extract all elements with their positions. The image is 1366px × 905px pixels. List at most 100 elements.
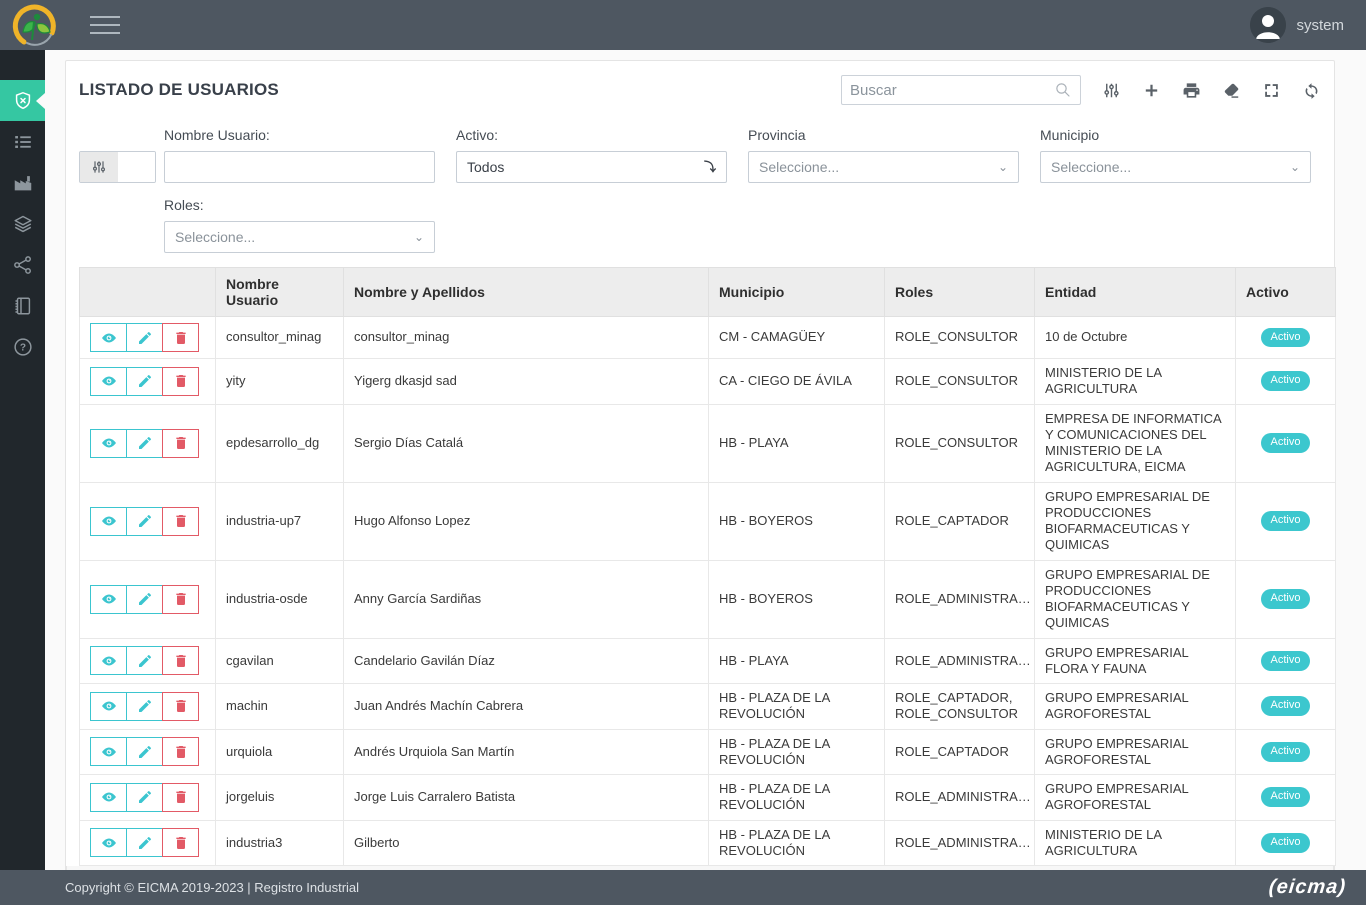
top-navbar: system xyxy=(0,0,1366,50)
delete-button[interactable] xyxy=(162,782,199,812)
delete-button[interactable] xyxy=(162,646,199,676)
header-nombre-usuario: Nombre Usuario xyxy=(215,267,344,317)
view-button[interactable] xyxy=(90,828,127,858)
table-row: epdesarrollo_dg Sergio Días Catalá HB - … xyxy=(79,403,1336,483)
menu-toggle-icon[interactable] xyxy=(90,16,120,34)
trash-icon xyxy=(175,654,186,667)
cell-roles: ROLE_CAPTADOR, ROLE_CONSULTOR xyxy=(884,683,1035,730)
view-button[interactable] xyxy=(90,506,127,536)
edit-button[interactable] xyxy=(126,828,163,858)
view-button[interactable] xyxy=(90,584,127,614)
view-button[interactable] xyxy=(90,366,127,396)
edit-button[interactable] xyxy=(126,366,163,396)
cell-roles: ROLE_ADMINISTRA… xyxy=(884,774,1035,821)
edit-button[interactable] xyxy=(126,506,163,536)
refresh-icon[interactable] xyxy=(1302,81,1321,100)
eye-icon xyxy=(101,701,116,711)
cell-nombre-apellidos: Andrés Urquiola San Martín xyxy=(343,728,709,775)
cell-nombre-apellidos: Candelario Gavilán Díaz xyxy=(343,637,709,684)
edit-button[interactable] xyxy=(126,428,163,458)
cell-activo: Activo xyxy=(1235,774,1336,821)
nombre-usuario-input[interactable] xyxy=(164,151,435,183)
header-actions xyxy=(79,267,216,317)
header-entidad: Entidad xyxy=(1034,267,1236,317)
sidebar-item-help[interactable]: ? xyxy=(0,326,45,367)
filter-panel-toggle[interactable] xyxy=(79,151,156,183)
cell-entidad: GRUPO EMPRESARIAL FLORA Y FAUNA xyxy=(1034,637,1236,684)
header-municipio: Municipio xyxy=(708,267,885,317)
sidebar-item-industry[interactable] xyxy=(0,162,45,203)
delete-button[interactable] xyxy=(162,691,199,721)
delete-button[interactable] xyxy=(162,366,199,396)
activo-select[interactable]: Todos ⤵ xyxy=(456,151,727,183)
share-icon xyxy=(13,255,31,274)
cell-municipio: CA - CIEGO DE ÁVILA xyxy=(708,358,885,405)
shield-x-icon xyxy=(15,91,30,109)
user-avatar[interactable] xyxy=(1250,7,1287,43)
fullscreen-icon[interactable] xyxy=(1262,81,1281,100)
view-button[interactable] xyxy=(90,737,127,767)
delete-button[interactable] xyxy=(162,428,199,458)
cell-municipio: HB - BOYEROS xyxy=(708,481,885,561)
trash-icon xyxy=(175,515,186,527)
view-button[interactable] xyxy=(90,428,127,458)
delete-button[interactable] xyxy=(162,323,199,352)
cell-nombre-apellidos: Juan Andrés Machín Cabrera xyxy=(343,683,709,730)
eye-icon xyxy=(101,656,116,666)
cell-roles: ROLE_CAPTADOR xyxy=(884,728,1035,775)
cell-roles: ROLE_ADMINISTRA… xyxy=(884,637,1035,684)
roles-select[interactable]: Seleccione... ⌄ xyxy=(164,221,435,253)
delete-button[interactable] xyxy=(162,737,199,767)
sidebar-item-users[interactable] xyxy=(0,80,45,121)
active-notch xyxy=(36,92,45,109)
cell-activo: Activo xyxy=(1235,559,1336,639)
cell-activo: Activo xyxy=(1235,728,1336,775)
delete-button[interactable] xyxy=(162,584,199,614)
filter-sliders-icon[interactable] xyxy=(1102,81,1121,100)
table-row: urquiola Andrés Urquiola San Martín HB -… xyxy=(79,728,1336,775)
view-button[interactable] xyxy=(90,323,127,352)
eye-icon xyxy=(101,516,116,526)
edit-button[interactable] xyxy=(126,737,163,767)
table-row: industria3 Gilberto HB - PLAZA DE LA REV… xyxy=(79,819,1336,866)
left-sidebar: ? xyxy=(0,50,45,870)
logged-user-label[interactable]: system xyxy=(1296,16,1344,34)
delete-button[interactable] xyxy=(162,506,199,536)
sidebar-item-listings[interactable] xyxy=(0,121,45,162)
edit-button[interactable] xyxy=(126,646,163,676)
users-card: LISTADO DE USUARIOS xyxy=(65,60,1336,904)
municipio-select[interactable]: Seleccione... ⌄ xyxy=(1040,151,1311,183)
pencil-icon xyxy=(138,836,151,849)
edit-button[interactable] xyxy=(126,584,163,614)
print-icon[interactable] xyxy=(1182,81,1201,100)
search-input[interactable] xyxy=(850,81,1054,99)
eraser-icon[interactable] xyxy=(1222,81,1241,100)
sidebar-item-layers[interactable] xyxy=(0,203,45,244)
table-row: cgavilan Candelario Gavilán Díaz HB - PL… xyxy=(79,637,1336,684)
view-button[interactable] xyxy=(90,782,127,812)
factory-icon xyxy=(14,175,31,190)
edit-button[interactable] xyxy=(126,782,163,812)
view-button[interactable] xyxy=(90,646,127,676)
edit-button[interactable] xyxy=(126,691,163,721)
filter-label-activo: Activo: xyxy=(456,127,499,143)
view-button[interactable] xyxy=(90,691,127,721)
cell-entidad: MINISTERIO DE LA AGRICULTURA xyxy=(1034,819,1236,866)
provincia-select[interactable]: Seleccione... ⌄ xyxy=(748,151,1019,183)
sidebar-item-registry[interactable] xyxy=(0,285,45,326)
main-content: LISTADO DE USUARIOS xyxy=(45,50,1366,904)
pencil-icon xyxy=(138,436,151,449)
help-icon: ? xyxy=(13,337,32,356)
status-badge: Activo xyxy=(1260,433,1311,453)
add-icon[interactable] xyxy=(1142,81,1161,100)
delete-button[interactable] xyxy=(162,828,199,858)
table-row: yity Yigerg dkasjd sad CA - CIEGO DE ÁVI… xyxy=(79,358,1336,405)
edit-button[interactable] xyxy=(126,323,163,352)
cell-municipio: CM - CAMAGÜEY xyxy=(708,316,885,359)
status-badge: Activo xyxy=(1260,741,1311,762)
cell-nombre-usuario: industria-up7 xyxy=(215,481,344,561)
sidebar-item-share[interactable] xyxy=(0,244,45,285)
users-table: Nombre Usuario Nombre y Apellidos Munici… xyxy=(79,267,1336,866)
pencil-icon xyxy=(138,654,151,667)
table-row: consultor_minag consultor_minag CM - CAM… xyxy=(79,316,1336,359)
